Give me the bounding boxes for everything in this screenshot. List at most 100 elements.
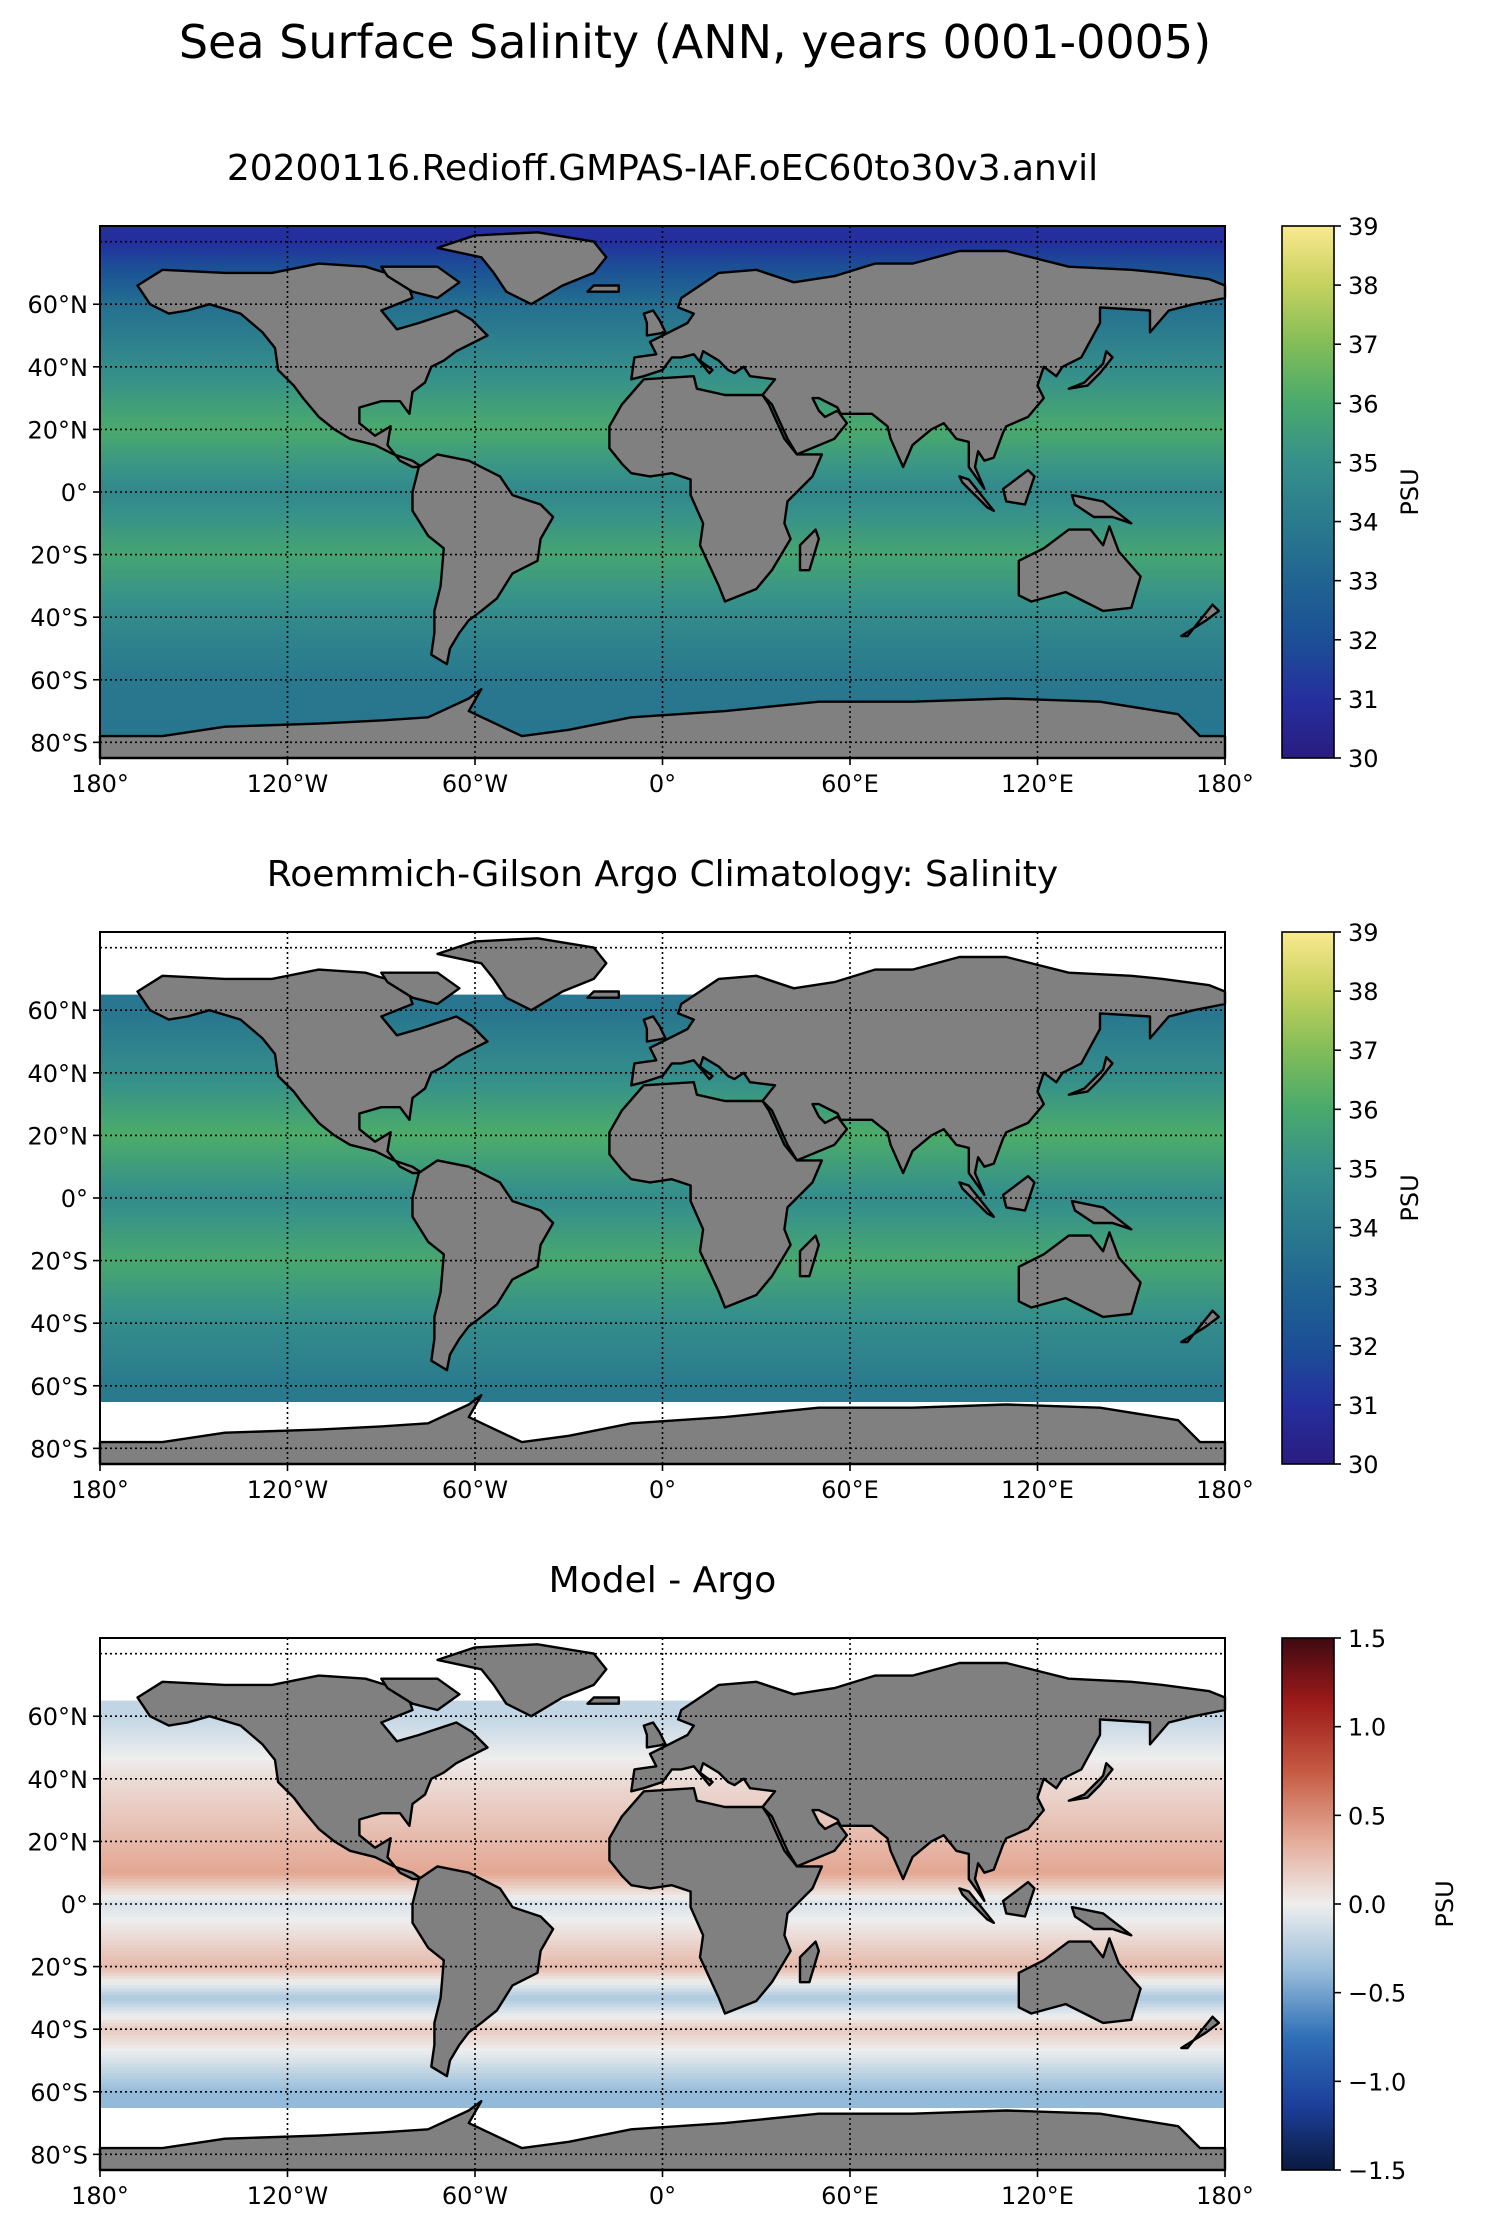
land-baffin bbox=[380, 1677, 461, 1712]
land-eurasia bbox=[630, 249, 1227, 491]
land-new-guinea bbox=[1070, 493, 1133, 525]
land-madagascar bbox=[798, 1940, 820, 1984]
ocean-band bbox=[100, 994, 1225, 999]
land-australia bbox=[1017, 1937, 1142, 2025]
ocean-band bbox=[100, 692, 1225, 697]
ocean-band bbox=[100, 2063, 1225, 2068]
colorbar-tick-label: 35 bbox=[1348, 1155, 1379, 1183]
colorbar-gradient bbox=[1281, 1637, 1335, 2171]
x-tick-label: 60°E bbox=[821, 2182, 879, 2210]
ocean-band bbox=[100, 538, 1225, 543]
land-australia bbox=[1017, 525, 1142, 613]
ocean-band bbox=[100, 257, 1225, 262]
colorbar: 39 38 37 36 35 34 33 32 31 30 PSU bbox=[1281, 919, 1424, 1479]
y-tick-label: 80°S bbox=[30, 729, 88, 757]
ocean-band bbox=[100, 526, 1225, 531]
ocean-band bbox=[100, 2035, 1225, 2040]
y-tick-label: 60°S bbox=[30, 2079, 88, 2107]
colorbar-tick-label: 37 bbox=[1348, 1037, 1379, 1065]
ocean-band bbox=[100, 1904, 1225, 1908]
land-mask bbox=[98, 937, 1227, 1466]
x-tick-label: 60°W bbox=[442, 770, 508, 798]
ocean-band bbox=[100, 1194, 1225, 1199]
colorbar-tick-label: 38 bbox=[1348, 978, 1379, 1006]
colorbar-tick-label: 31 bbox=[1348, 686, 1379, 714]
y-tick-label: 20°S bbox=[30, 542, 88, 570]
land-sumatra bbox=[958, 475, 995, 512]
ocean-band bbox=[100, 664, 1225, 668]
ocean-band bbox=[100, 2088, 1225, 2093]
ocean-band bbox=[100, 1223, 1225, 1227]
ocean-band bbox=[100, 667, 1225, 671]
ocean-band bbox=[100, 1323, 1225, 1327]
ocean-band bbox=[100, 1269, 1225, 1274]
x-tick-label: 180° bbox=[1196, 1476, 1254, 1504]
ocean-band bbox=[100, 617, 1225, 621]
land-iceland bbox=[586, 284, 620, 293]
land-greenland bbox=[436, 1643, 608, 1718]
land-borneo bbox=[1001, 1174, 1036, 1212]
ocean-band bbox=[100, 1950, 1225, 1955]
x-tick-label: 0° bbox=[649, 2182, 676, 2210]
x-tick-label: 0° bbox=[649, 1476, 676, 1504]
x-tick-label: 60°E bbox=[821, 770, 879, 798]
land-borneo bbox=[1001, 468, 1036, 506]
ocean-band bbox=[100, 1320, 1225, 1324]
land-britain bbox=[642, 309, 667, 337]
ocean-band bbox=[100, 1273, 1225, 1277]
land-iceland bbox=[586, 990, 620, 999]
colorbar-tick-label: 38 bbox=[1348, 272, 1379, 300]
ocean-band bbox=[100, 701, 1225, 706]
x-tick-label: 120°W bbox=[247, 2182, 329, 2210]
ocean-band bbox=[100, 567, 1225, 571]
land-mask bbox=[98, 1643, 1227, 2172]
land-south-america bbox=[411, 1159, 555, 1372]
ocean-band bbox=[100, 373, 1225, 377]
ocean-band bbox=[100, 2079, 1225, 2083]
ocean-band bbox=[100, 229, 1225, 233]
ocean-band bbox=[100, 542, 1225, 546]
figure-suptitle: Sea Surface Salinity (ANN, years 0001-00… bbox=[179, 15, 1211, 69]
colorbar-tick-label: 32 bbox=[1348, 1333, 1379, 1361]
ocean-band bbox=[100, 1244, 1225, 1249]
ocean-band bbox=[100, 1913, 1225, 1918]
colorbar-tick-label: 30 bbox=[1348, 1451, 1379, 1479]
ocean-band bbox=[100, 282, 1225, 287]
ocean-band bbox=[100, 651, 1225, 656]
ocean-band bbox=[100, 316, 1225, 321]
land-greenland bbox=[436, 231, 608, 306]
colorbar-tick-label: 37 bbox=[1348, 331, 1379, 359]
ocean-band bbox=[100, 1398, 1225, 1403]
ocean-band bbox=[100, 263, 1225, 268]
colorbar-label: PSU bbox=[1396, 468, 1424, 515]
land-britain bbox=[642, 1721, 667, 1749]
x-tick-label: 0° bbox=[649, 770, 676, 798]
gridlines bbox=[100, 932, 1225, 1464]
land-sumatra bbox=[958, 1181, 995, 1218]
colorbar-tick-label: 36 bbox=[1348, 390, 1379, 418]
ocean-band bbox=[100, 1198, 1225, 1202]
land-antarctica bbox=[98, 688, 1227, 760]
map-panel-2: Roemmich-Gilson Argo Climatology: Salini… bbox=[28, 854, 1425, 1504]
ocean-band bbox=[100, 1332, 1225, 1337]
land-sumatra bbox=[958, 1887, 995, 1924]
colorbar-label: PSU bbox=[1396, 1174, 1424, 1221]
ocean-band bbox=[100, 1900, 1225, 1905]
ocean-band bbox=[100, 548, 1225, 553]
ocean-band bbox=[100, 614, 1225, 618]
ocean-band bbox=[100, 1279, 1225, 1284]
x-tick-label: 180° bbox=[71, 2182, 129, 2210]
ocean-band bbox=[100, 1254, 1225, 1259]
ocean-band bbox=[100, 1985, 1225, 1990]
ocean-band bbox=[100, 2051, 1225, 2055]
ocean-band bbox=[100, 1929, 1225, 1933]
y-tick-label: 40°S bbox=[30, 604, 88, 632]
ocean-band bbox=[100, 2029, 1225, 2033]
ocean-band bbox=[100, 592, 1225, 596]
ocean-band bbox=[100, 1709, 1225, 1714]
land-new-guinea bbox=[1070, 1199, 1133, 1231]
ocean-band bbox=[100, 1894, 1225, 1899]
ocean-band bbox=[100, 632, 1225, 637]
ocean-band bbox=[100, 1207, 1225, 1212]
ocean-band bbox=[100, 2019, 1225, 2024]
